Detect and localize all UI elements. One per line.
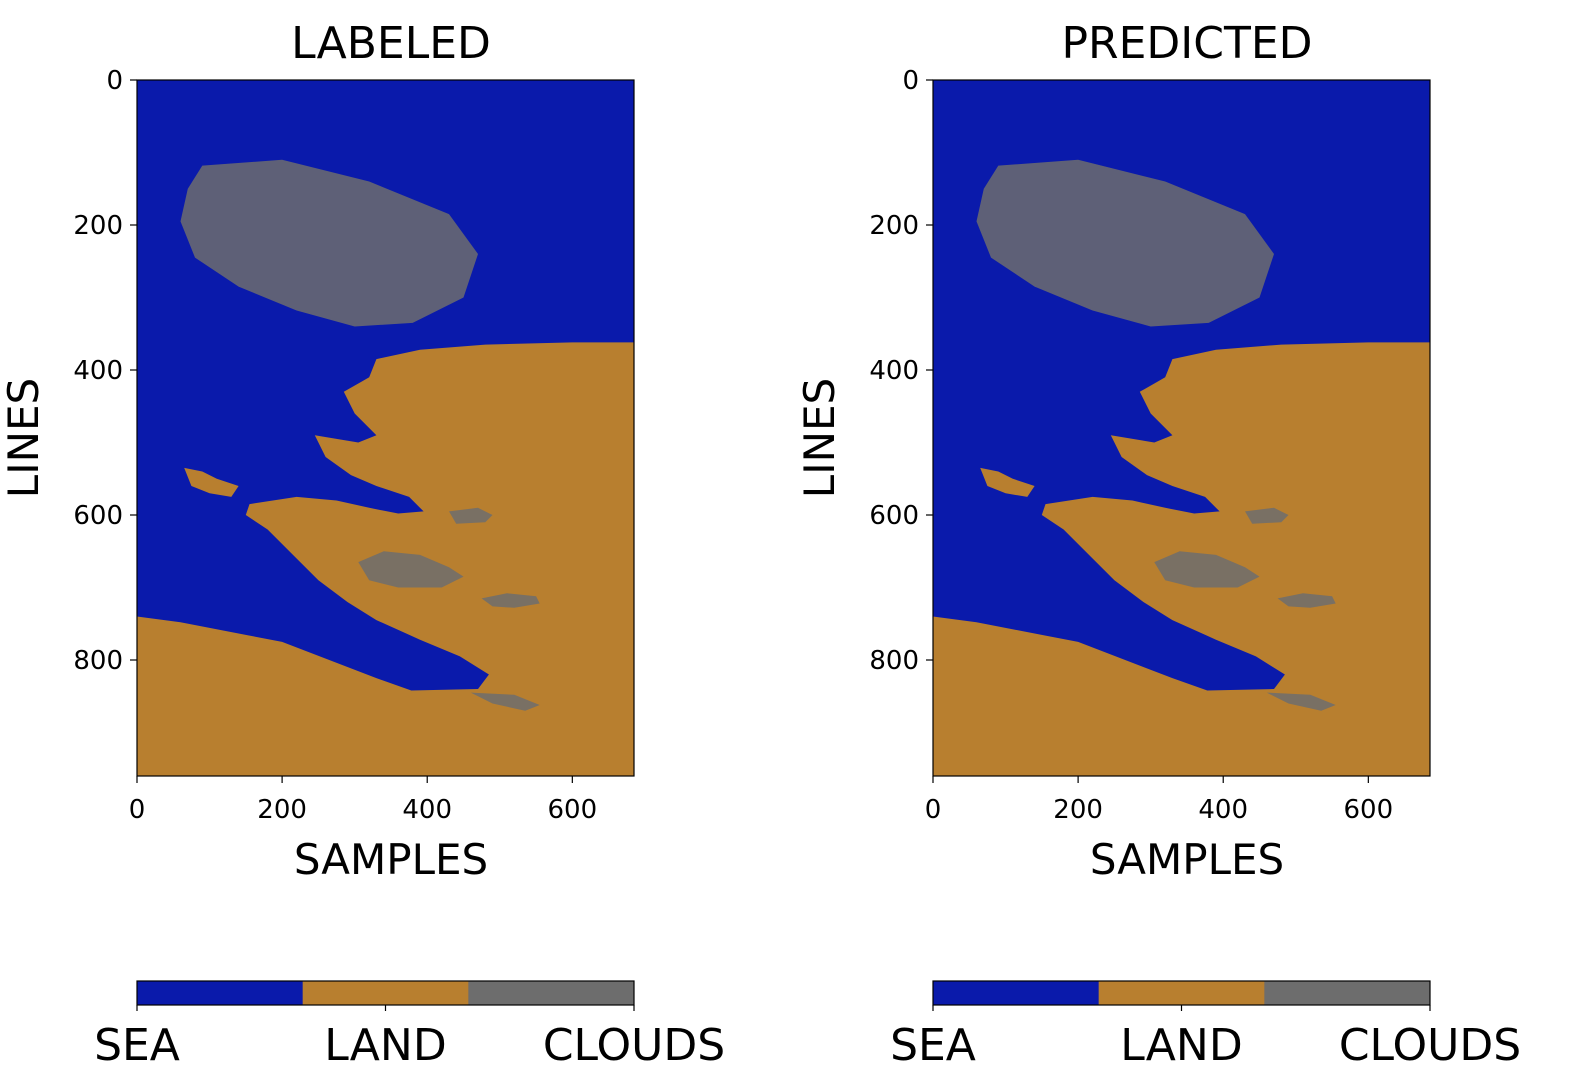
x-axis-label: SAMPLES: [294, 835, 488, 884]
colorbar-label: SEA: [94, 1020, 180, 1071]
cloud-region: [449, 507, 493, 524]
map-image: [136, 79, 635, 777]
colorbar-label: CLOUDS: [543, 1020, 725, 1071]
y-tick-label: 800: [73, 646, 123, 676]
x-tick-label: 0: [925, 795, 942, 825]
colorbar-segment: [933, 981, 1100, 1005]
y-axis-label: LINES: [795, 378, 844, 498]
colorbar-segment: [137, 981, 304, 1005]
axis-ticks: 0 200 400 600 0 200 400 600 800: [869, 66, 1393, 825]
cloud-region: [1266, 692, 1336, 711]
land-region: [980, 467, 1035, 497]
x-tick-label: 400: [402, 795, 452, 825]
x-tick-label: 600: [548, 795, 598, 825]
x-tick-label: 600: [1344, 795, 1394, 825]
class-colorbar: SEA LAND CLOUDS: [890, 980, 1521, 1071]
y-tick-label: 600: [73, 501, 123, 531]
colorbar-label: LAND: [1120, 1020, 1242, 1071]
colorbar-segment: [302, 981, 469, 1005]
colorbar-segment: [468, 981, 635, 1005]
panel-title: LABELED: [291, 18, 491, 69]
cloud-region: [481, 593, 540, 608]
y-axis-label: LINES: [0, 378, 48, 498]
class-colorbar: SEA LAND CLOUDS: [94, 980, 725, 1071]
cloud-region: [358, 551, 464, 588]
x-axis-label: SAMPLES: [1090, 835, 1284, 884]
cloud-region: [1154, 551, 1260, 588]
cloud-region: [1277, 593, 1336, 608]
x-tick-label: 0: [129, 795, 146, 825]
cloud-region: [180, 159, 478, 327]
plot-frame: [932, 79, 1431, 777]
colorbar-segment: [1264, 981, 1431, 1005]
cloud-region: [470, 692, 540, 711]
y-tick-label: 400: [73, 356, 123, 386]
plot-frame: [136, 79, 635, 777]
panel-title: PREDICTED: [1061, 18, 1312, 69]
y-tick-label: 0: [902, 66, 919, 96]
y-tick-label: 600: [869, 501, 919, 531]
land-region: [184, 467, 239, 497]
colorbar-label: LAND: [324, 1020, 446, 1071]
x-tick-label: 200: [257, 795, 307, 825]
y-tick-label: 0: [106, 66, 123, 96]
cloud-region: [976, 159, 1274, 327]
x-tick-label: 400: [1198, 795, 1248, 825]
y-tick-label: 200: [73, 211, 123, 241]
y-tick-label: 800: [869, 646, 919, 676]
y-tick-label: 200: [869, 211, 919, 241]
axis-ticks: 0 200 400 600 0 200 400 600 800: [73, 66, 597, 825]
x-tick-label: 200: [1053, 795, 1103, 825]
map-image: [932, 79, 1431, 777]
colorbar-label: CLOUDS: [1339, 1020, 1521, 1071]
cloud-region: [1245, 507, 1289, 524]
colorbar-label: SEA: [890, 1020, 976, 1071]
colorbar-segment: [1098, 981, 1265, 1005]
predicted-panel: PREDICTED LINES SAMPLES 0 200 400 600 0 200 40…: [795, 18, 1521, 1071]
y-tick-label: 400: [869, 356, 919, 386]
labeled-panel: LABELED LINES SAMPLES 0 200 400 600 0 200 400 6…: [0, 18, 725, 1071]
